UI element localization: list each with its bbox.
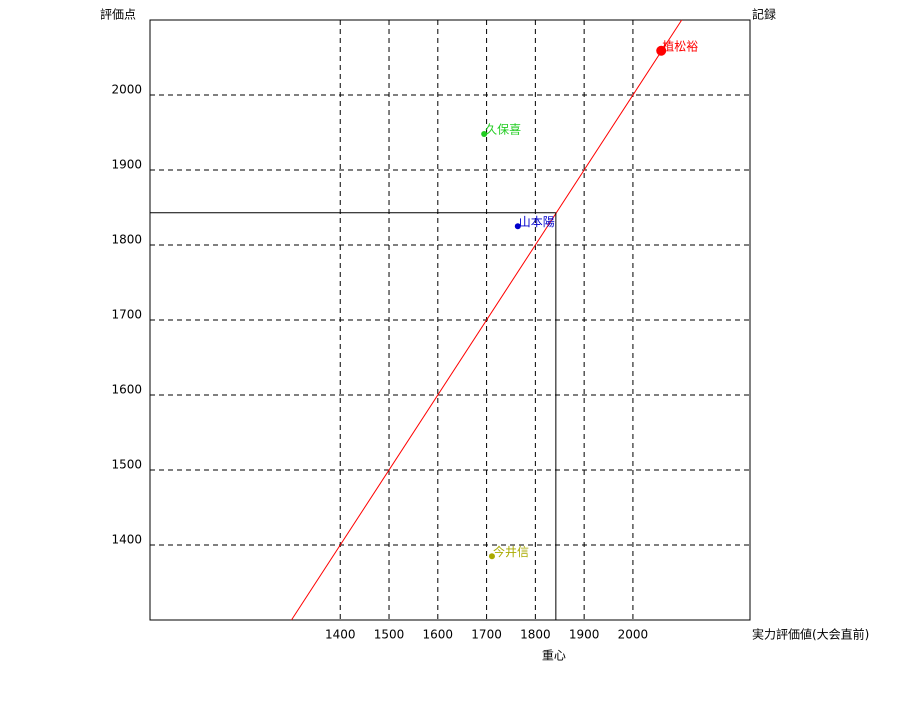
point xyxy=(514,223,521,230)
x-axis-label: 実力評価値(大会直前) xyxy=(752,627,869,642)
point-label: 植松裕 xyxy=(662,38,698,53)
y-tick-label: 1900 xyxy=(111,158,142,172)
y-tick-label: 1800 xyxy=(111,233,142,247)
y-axis-label: 評価点 xyxy=(100,7,136,22)
y-tick-label: 1700 xyxy=(111,308,142,322)
x-tick-label: 1500 xyxy=(374,628,405,642)
y-tick-label: 1400 xyxy=(111,533,142,547)
point-label: 山本陽 xyxy=(519,215,555,229)
x-tick-label: 1600 xyxy=(423,628,454,642)
y2-axis-label: 記録 xyxy=(752,7,776,22)
x-tick-label: 1800 xyxy=(520,628,551,642)
point xyxy=(656,45,667,56)
centroid-label: 重心 xyxy=(542,649,566,663)
x-tick-label: 1900 xyxy=(569,628,600,642)
point xyxy=(488,553,495,560)
point-label: 今井信 xyxy=(493,544,529,559)
y-tick-label: 1600 xyxy=(111,383,142,397)
x-tick-label: 1700 xyxy=(471,628,502,642)
y-tick-label: 1500 xyxy=(111,458,142,472)
point-label: 久保喜 xyxy=(485,123,521,137)
reference-line xyxy=(291,19,683,621)
x-tick-label: 1400 xyxy=(325,628,356,642)
y-tick-label: 2000 xyxy=(111,83,142,97)
x-tick-label: 2000 xyxy=(618,628,649,642)
point xyxy=(481,131,488,137)
